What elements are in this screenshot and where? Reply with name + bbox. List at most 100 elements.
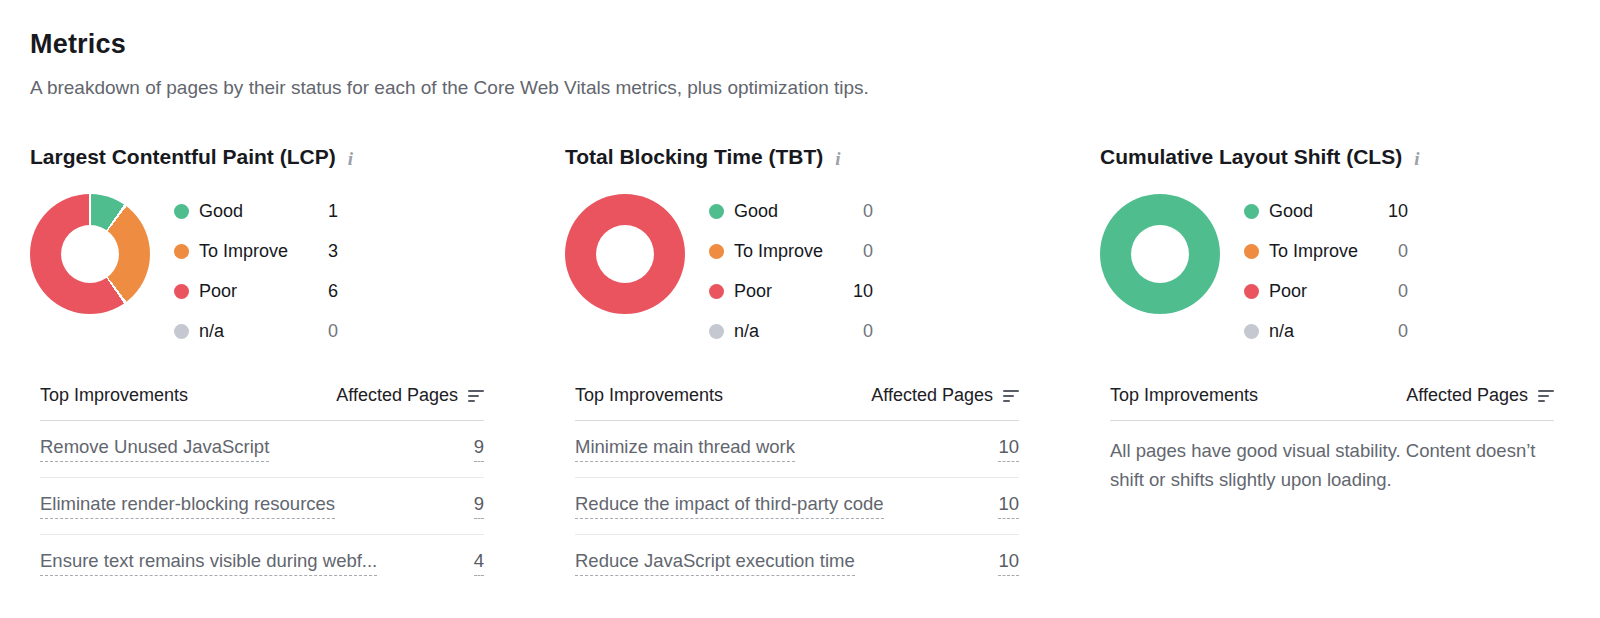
panels: Largest Contentful Paint (LCP) i Good 1 To…	[30, 144, 1570, 591]
lcp-info-icon[interactable]: i	[348, 147, 353, 168]
chart-row: Good0To Improve0Poor10n/a0	[565, 194, 1035, 345]
improvement-link[interactable]: Remove Unused JavaScript	[40, 436, 269, 462]
legend-label: Poor	[734, 281, 772, 302]
improvement-link[interactable]: Eliminate render-blocking resources	[40, 493, 335, 519]
metric-panel-tbt: Total Blocking Time (TBT) i Good0To Impr…	[565, 144, 1035, 591]
affected-pages-count[interactable]: 10	[998, 550, 1019, 576]
sort-descending-icon	[1003, 390, 1019, 402]
tbt-info-icon[interactable]: i	[835, 147, 840, 168]
top-improvements-header: Top Improvements	[1110, 385, 1258, 406]
legend-dot-icon	[1244, 324, 1259, 339]
improvement-link[interactable]: Minimize main thread work	[575, 436, 795, 462]
top-improvements-header: Top Improvements	[40, 385, 188, 406]
chart-row: Good 10 To Improve0 Poor 0 n/a 0	[1100, 194, 1570, 345]
page-subtitle: A breakdown of pages by their status for…	[30, 76, 1570, 100]
table-row: Ensure text remains visible during webf.…	[40, 535, 484, 591]
page-title: Metrics	[30, 28, 1570, 60]
improvement-link[interactable]: Ensure text remains visible during webf.…	[40, 550, 377, 576]
legend-label: Poor	[1269, 281, 1307, 302]
legend-dot-icon	[174, 284, 189, 299]
legend-item: Good 1	[174, 199, 338, 224]
legend-label: To Improve	[734, 241, 823, 262]
legend-value: 0	[863, 201, 873, 222]
lcp-donut-chart	[30, 194, 150, 314]
improvements-table-body: All pages have good visual stability. Co…	[1110, 436, 1554, 494]
panel-title: Cumulative Layout Shift (CLS) i	[1100, 144, 1570, 170]
panel-title: Total Blocking Time (TBT) i	[565, 144, 1035, 170]
sort-descending-icon	[468, 390, 484, 402]
legend-label: Good	[1269, 201, 1313, 222]
improvements-table: Top Improvements Affected Pages Minimize…	[575, 385, 1019, 591]
legend-dot-icon	[174, 324, 189, 339]
legend-dot-icon	[1244, 244, 1259, 259]
legend-label: n/a	[1269, 321, 1294, 342]
legend-dot-icon	[1244, 204, 1259, 219]
legend-value: 3	[328, 241, 338, 262]
legend-item: Good 0	[709, 199, 873, 224]
legend-item: Poor 0	[1244, 279, 1408, 304]
improvements-table-body: Remove Unused JavaScript9Eliminate rende…	[40, 421, 484, 591]
legend-value: 0	[1398, 281, 1408, 302]
donut-legend: Good 10 To Improve0 Poor 0 n/a 0	[1244, 194, 1408, 344]
legend-item: Good 10	[1244, 199, 1408, 224]
metrics-section: Metrics A breakdown of pages by their st…	[0, 0, 1600, 591]
panel-title-text: Largest Contentful Paint (LCP)	[30, 144, 336, 170]
improvements-table-body: Minimize main thread work10Reduce the im…	[575, 421, 1019, 591]
donut-legend: Good1To Improve3Poor6n/a0	[174, 194, 338, 344]
improvements-table-header: Top Improvements Affected Pages	[575, 385, 1019, 421]
top-improvements-header: Top Improvements	[575, 385, 723, 406]
legend-item: Poor 10	[709, 279, 873, 304]
legend-item: To Improve0	[1244, 239, 1408, 264]
panel-title-text: Total Blocking Time (TBT)	[565, 144, 823, 170]
panel-title: Largest Contentful Paint (LCP) i	[30, 144, 500, 170]
cls-info-icon[interactable]: i	[1414, 147, 1419, 168]
improvements-table-header: Top Improvements Affected Pages	[40, 385, 484, 421]
affected-pages-count[interactable]: 9	[474, 493, 484, 519]
affected-pages-header-label: Affected Pages	[1406, 385, 1528, 406]
chart-row: Good1To Improve3Poor6n/a0	[30, 194, 500, 345]
metric-panel-cls: Cumulative Layout Shift (CLS) i Good 10 To…	[1100, 144, 1570, 591]
cls-donut-chart	[1100, 194, 1220, 314]
table-row: Eliminate render-blocking resources 9	[40, 478, 484, 535]
affected-pages-count[interactable]: 10	[998, 493, 1019, 519]
legend-value: 0	[863, 241, 873, 262]
affected-pages-count[interactable]: 4	[474, 550, 484, 576]
legend-value: 10	[1388, 201, 1408, 222]
cls-empty-state-message: All pages have good visual stability. Co…	[1110, 436, 1548, 494]
improvements-table-header: Top Improvements Affected Pages	[1110, 385, 1554, 421]
improvements-table: Top Improvements Affected Pages All page…	[1110, 385, 1554, 494]
table-row: Minimize main thread work 10	[575, 421, 1019, 478]
sort-descending-icon	[1538, 390, 1554, 402]
legend-value: 0	[328, 321, 338, 342]
table-row: Reduce the impact of third-party code 10	[575, 478, 1019, 535]
affected-pages-sort-header[interactable]: Affected Pages	[871, 385, 1019, 406]
legend-dot-icon	[174, 244, 189, 259]
affected-pages-header-label: Affected Pages	[871, 385, 993, 406]
affected-pages-sort-header[interactable]: Affected Pages	[1406, 385, 1554, 406]
legend-dot-icon	[1244, 284, 1259, 299]
improvement-link[interactable]: Reduce JavaScript execution time	[575, 550, 855, 576]
legend-label: n/a	[199, 321, 224, 342]
tbt-donut-chart	[565, 194, 685, 314]
legend-value: 0	[1398, 241, 1408, 262]
legend-dot-icon	[709, 324, 724, 339]
legend-item: To Improve 0	[709, 239, 873, 264]
table-row: Remove Unused JavaScript 9	[40, 421, 484, 478]
panel-title-text: Cumulative Layout Shift (CLS)	[1100, 144, 1402, 170]
legend-dot-icon	[174, 204, 189, 219]
affected-pages-sort-header[interactable]: Affected Pages	[336, 385, 484, 406]
improvement-link[interactable]: Reduce the impact of third-party code	[575, 493, 884, 519]
metric-panel-lcp: Largest Contentful Paint (LCP) i Good 1 To…	[30, 144, 500, 591]
affected-pages-count[interactable]: 9	[474, 436, 484, 462]
improvements-table: Top Improvements Affected Pages Remove U…	[40, 385, 484, 591]
legend-dot-icon	[709, 204, 724, 219]
legend-value: 1	[328, 201, 338, 222]
legend-label: Good	[199, 201, 243, 222]
legend-label: Poor	[199, 281, 237, 302]
donut-legend: Good0To Improve0Poor10n/a0	[709, 194, 873, 344]
legend-value: 10	[853, 281, 873, 302]
legend-value: 0	[863, 321, 873, 342]
legend-label: Good	[734, 201, 778, 222]
affected-pages-count[interactable]: 10	[998, 436, 1019, 462]
affected-pages-header-label: Affected Pages	[336, 385, 458, 406]
